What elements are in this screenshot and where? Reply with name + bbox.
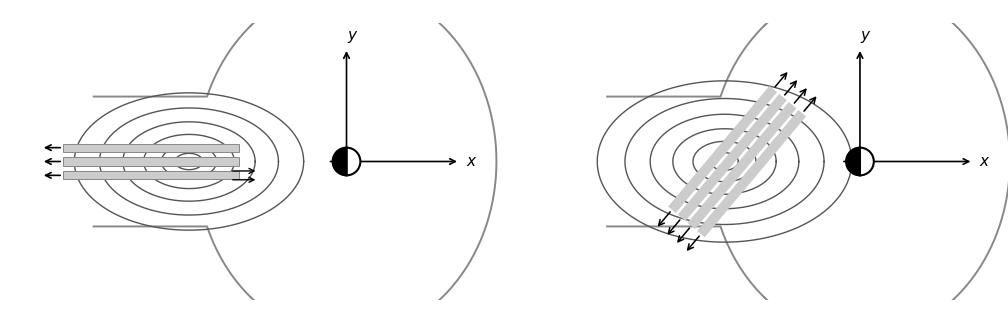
Text: y: y — [347, 28, 356, 43]
Text: y: y — [861, 28, 870, 43]
Bar — [62, 157, 239, 166]
Wedge shape — [333, 148, 347, 175]
Wedge shape — [860, 148, 874, 175]
Bar — [62, 143, 239, 152]
Wedge shape — [846, 148, 860, 175]
Text: x: x — [980, 154, 989, 169]
Bar — [62, 171, 239, 180]
Text: x: x — [466, 154, 475, 169]
Wedge shape — [347, 148, 361, 175]
